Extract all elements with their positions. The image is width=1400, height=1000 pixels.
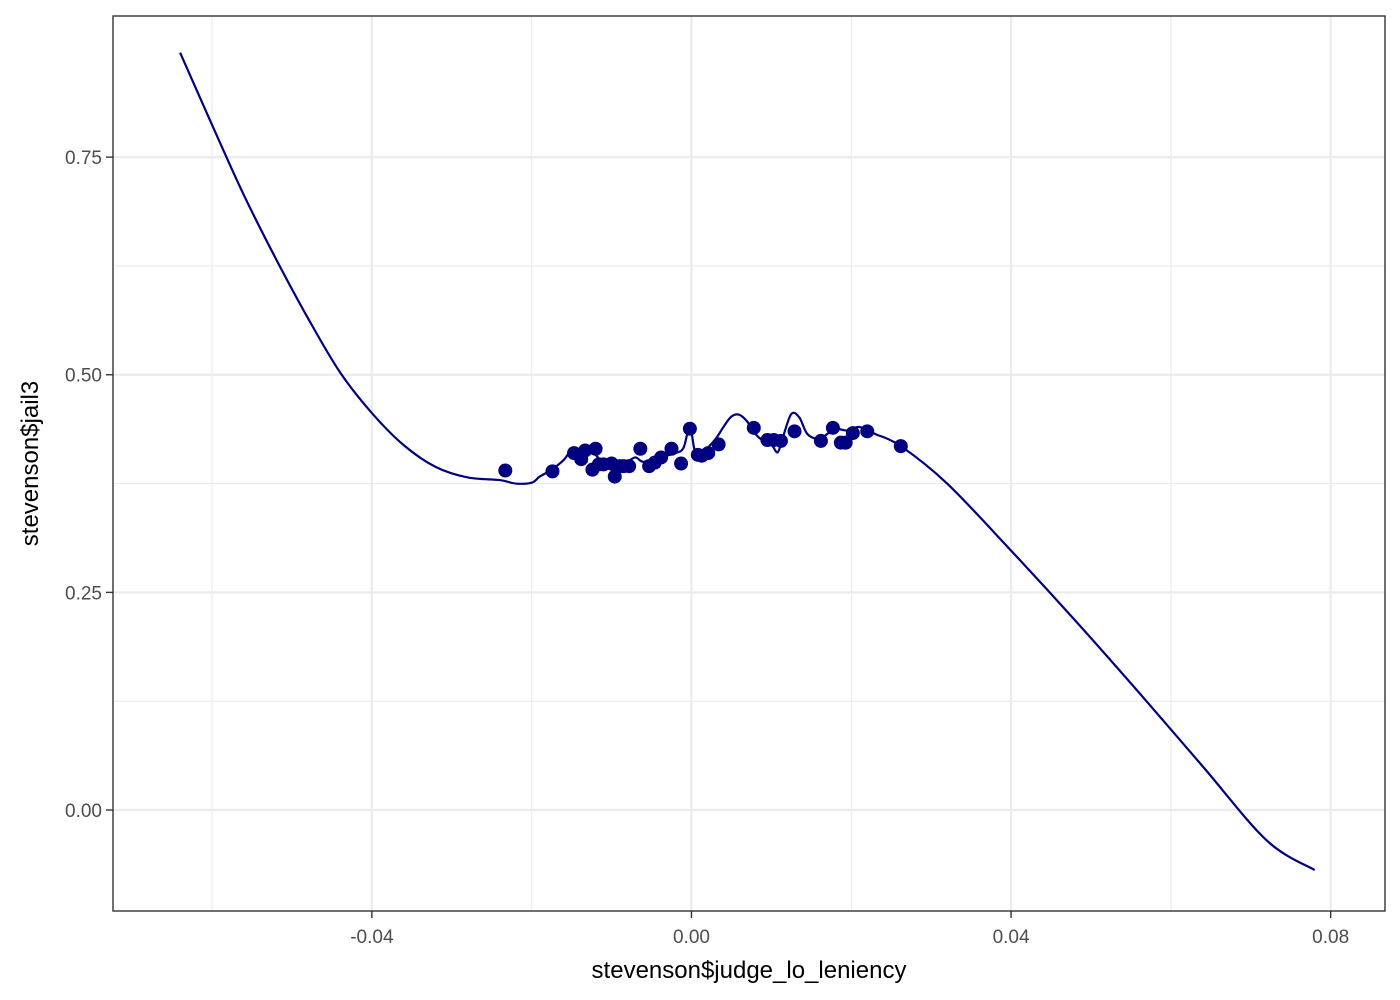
x-tick-label: 0.00 (673, 927, 710, 948)
data-point (622, 459, 637, 474)
y-axis: 0.00 0.25 0.50 0.75 (65, 148, 113, 822)
data-point (838, 435, 853, 450)
minor-grid (113, 16, 1385, 911)
data-point (860, 424, 875, 439)
data-point (845, 426, 860, 441)
data-point (607, 469, 622, 484)
data-point (825, 420, 840, 435)
data-point (654, 450, 669, 465)
y-tick-label: 0.00 (65, 801, 102, 822)
data-point (893, 439, 908, 454)
data-point (664, 441, 679, 456)
x-axis: -0.04 0.00 0.04 0.08 (350, 911, 1349, 948)
data-point (787, 424, 802, 439)
data-point (498, 463, 513, 478)
y-axis-title: stevenson$jail3 (17, 381, 44, 546)
major-grid (113, 16, 1385, 911)
x-tick-label: 0.04 (993, 927, 1030, 948)
data-point (545, 464, 560, 479)
y-tick-label: 0.75 (65, 148, 102, 169)
y-tick-label: 0.25 (65, 583, 102, 604)
data-point (701, 446, 716, 461)
data-point (746, 420, 761, 435)
x-tick-label: -0.04 (350, 927, 394, 948)
x-tick-label: 0.08 (1312, 927, 1349, 948)
data-point (633, 441, 648, 456)
data-point (578, 443, 593, 458)
data-point (711, 437, 726, 452)
data-point (682, 421, 697, 436)
data-point (773, 433, 788, 448)
data-point (588, 441, 603, 456)
panel-border (112, 15, 1386, 912)
series-points-group (498, 420, 908, 484)
y-tick-label: 0.50 (65, 366, 102, 387)
data-point (813, 433, 828, 448)
data-point (674, 456, 689, 471)
x-axis-title: stevenson$judge_lo_leniency (592, 957, 907, 984)
